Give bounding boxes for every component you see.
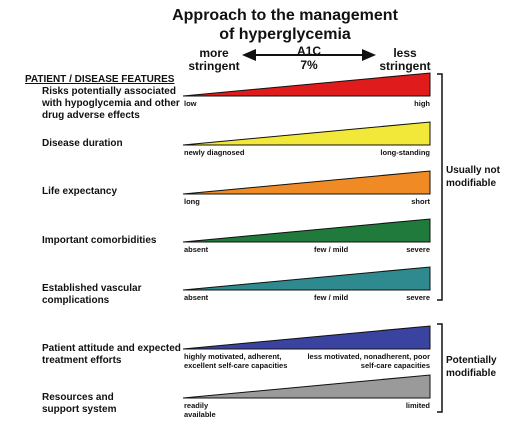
- wedge-5: [182, 266, 431, 291]
- more-stringent-line-1: more: [199, 46, 229, 60]
- wedge-2: [182, 121, 431, 146]
- wedge-3-left-label: long: [184, 197, 200, 206]
- wedge-4: [182, 218, 431, 243]
- feature-disease-duration: Disease duration: [42, 138, 123, 149]
- wedge-2-right-label: long-standing: [380, 148, 430, 157]
- diagram-title: Approach to the management of hyperglyce…: [150, 6, 420, 44]
- title-line-1: Approach to the management: [172, 7, 398, 24]
- group-potentially-modifiable: Potentially modifiable: [446, 355, 497, 379]
- section-title: PATIENT / DISEASE FEATURES: [25, 74, 175, 85]
- feature-vascular-complications: Established vascular complications: [42, 283, 142, 306]
- double-arrow-icon: [242, 49, 376, 61]
- more-stringent-line-2: stringent: [188, 59, 240, 73]
- wedge-1: [182, 72, 431, 97]
- feature-life-expectancy: Life expectancy: [42, 186, 118, 197]
- wedge-3: [182, 170, 431, 195]
- wedge-7-right-label: limited: [405, 401, 430, 410]
- wedge-2-left-label: newly diagnosed: [184, 148, 245, 157]
- wedge-4-middle-label: few / mild: [314, 245, 349, 254]
- less-stringent-line-2: stringent: [379, 59, 431, 73]
- wedge-5-middle-label: few / mild: [314, 293, 349, 302]
- feature-hypoglycemia-risk: Risks potentially associated with hypogl…: [42, 86, 180, 121]
- wedge-6-left-label: highly motivated, adherent, excellent se…: [184, 352, 288, 370]
- feature-comorbidities: Important comorbidities: [42, 235, 157, 246]
- title-line-2: of hyperglycemia: [219, 26, 351, 43]
- wedge-5-left-label: absent: [184, 293, 209, 302]
- feature-patient-attitude: Patient attitude and expected treatment …: [42, 343, 181, 366]
- a1c-value: 7%: [300, 58, 318, 72]
- wedge-1-right-label: high: [414, 99, 430, 108]
- wedge-4-right-label: severe: [406, 245, 430, 254]
- feature-resources-support: Resources and support system: [42, 392, 117, 415]
- bracket-potentially-modifiable: [437, 323, 443, 413]
- bracket-usually-not-modifiable: [437, 73, 443, 301]
- wedge-7-left-label: readily available: [184, 401, 216, 419]
- less-stringent-label: less stringent: [375, 47, 435, 73]
- wedge-5-right-label: severe: [406, 293, 430, 302]
- wedge-6-right-label: less motivated, nonadherent, poor self-c…: [307, 352, 430, 370]
- wedge-1-left-label: low: [184, 99, 197, 108]
- wedge-3-right-label: short: [411, 197, 430, 206]
- wedge-layer: [182, 72, 431, 399]
- group-usually-not-modifiable: Usually not modifiable: [446, 165, 500, 189]
- wedge-4-left-label: absent: [184, 245, 209, 254]
- wedge-7: [182, 374, 431, 399]
- wedge-6: [182, 325, 431, 350]
- less-stringent-line-1: less: [393, 46, 417, 60]
- more-stringent-label: more stringent: [186, 47, 242, 73]
